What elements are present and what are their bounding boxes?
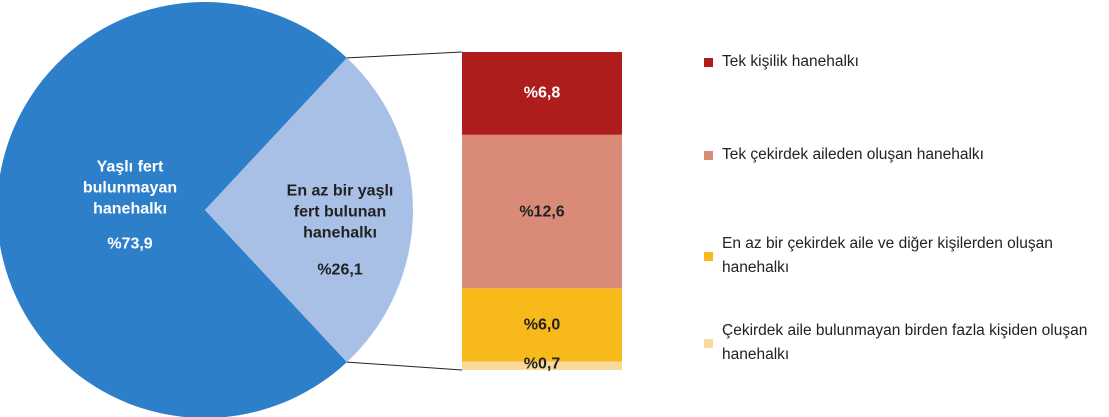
bar-value-label: %0,7 bbox=[523, 355, 561, 373]
pie-label: Yaşlı fert bulunmayan hanehalkı bbox=[82, 158, 178, 218]
connector bbox=[346, 51, 463, 59]
connector bbox=[346, 361, 463, 371]
bar-value-label: %6,8 bbox=[523, 84, 561, 102]
bar-segment bbox=[462, 134, 622, 289]
legend-label: Tek kişilik hanehalkı bbox=[722, 53, 859, 70]
bar-value-label: %12,6 bbox=[519, 203, 565, 221]
bar-segment bbox=[462, 361, 622, 370]
pie-slice bbox=[0, 2, 347, 417]
legend-label: Tek çekirdek aileden oluşan hanehalkı bbox=[722, 146, 984, 163]
bar-segment bbox=[462, 288, 622, 362]
pie-slice bbox=[205, 57, 413, 363]
legend-label: En az bir çekirdek aile ve diğer kişiler… bbox=[722, 235, 1053, 276]
bar-segment bbox=[462, 52, 622, 135]
legend-marker bbox=[704, 151, 713, 160]
legend-marker bbox=[704, 252, 713, 261]
legend-marker bbox=[704, 58, 713, 67]
pie-label: En az bir yaşlı fert bulunan hanehalkı bbox=[286, 182, 394, 242]
legend-label: Çekirdek aile bulunmayan birden fazla ki… bbox=[722, 322, 1088, 363]
pie-value-label: %26,1 bbox=[317, 261, 363, 279]
pie-value-label: %73,9 bbox=[107, 235, 153, 253]
bar-value-label: %6,0 bbox=[523, 316, 561, 334]
legend-marker bbox=[704, 339, 713, 348]
